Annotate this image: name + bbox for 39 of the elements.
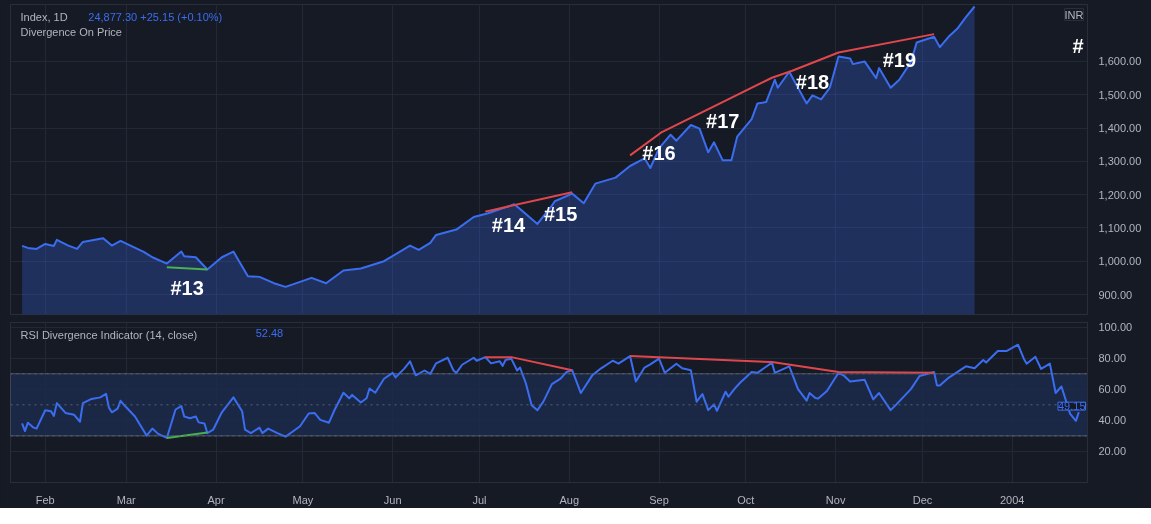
- x-tick-label: Feb: [35, 493, 55, 506]
- y-tick-label: 1,600.00: [1098, 55, 1142, 68]
- annotation: #: [1072, 34, 1084, 57]
- x-tick-label: Nov: [825, 493, 846, 506]
- line-series: [629, 355, 936, 374]
- x-tick-label: May: [292, 493, 314, 506]
- annotation: 49.15: [1057, 400, 1086, 413]
- y-tick-label: 1,000.00: [1098, 255, 1142, 268]
- annotation: #13: [170, 276, 204, 299]
- x-tick-label: Jul: [472, 493, 487, 506]
- y-tick-label: 100.00: [1098, 321, 1133, 334]
- y-tick-label: 1,200.00: [1098, 188, 1142, 201]
- y-tick-label: 900.00: [1098, 288, 1133, 301]
- y-tick-label: 40.00: [1098, 414, 1127, 427]
- annotation: #17: [706, 110, 740, 133]
- y-tick-label: 1,100.00: [1098, 221, 1142, 234]
- text: Index, 1D: [20, 10, 68, 23]
- x-tick-label: 2004: [999, 493, 1025, 506]
- x-tick-label: Oct: [737, 493, 755, 506]
- x-tick-label: Dec: [912, 493, 933, 506]
- annotation: #15: [543, 202, 578, 225]
- y-axis-title: INR: [1064, 8, 1084, 21]
- text: RSI Divergence Indicator (14, close): [20, 328, 198, 341]
- x-tick-label: Apr: [207, 493, 225, 506]
- annotation: #18: [795, 70, 830, 93]
- annotation: 24,877.30 +25.15 (+0.10%): [88, 10, 223, 23]
- x-tick-label: Sep: [649, 493, 669, 506]
- y-tick-label: 1,400.00: [1098, 122, 1142, 135]
- x-tick-label: Aug: [559, 493, 580, 506]
- x-tick-label: Mar: [116, 493, 137, 506]
- annotation: 52.48: [255, 326, 284, 339]
- text: Divergence On Price: [20, 25, 122, 38]
- y-tick-label: 1,300.00: [1098, 155, 1142, 168]
- y-tick-label: 1,500.00: [1098, 88, 1142, 101]
- y-tick-label: 60.00: [1098, 383, 1127, 396]
- annotation: #14: [491, 214, 527, 237]
- x-tick-label: Jun: [383, 493, 402, 506]
- y-tick-label: 80.00: [1098, 352, 1127, 365]
- y-tick-label: 20.00: [1098, 445, 1127, 458]
